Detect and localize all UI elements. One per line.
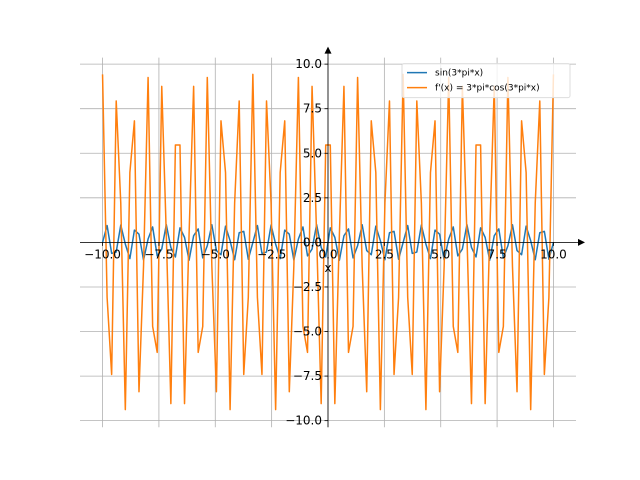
- x-tick-label: −5.0: [201, 247, 230, 261]
- y-tick-label: −7.5: [293, 369, 322, 383]
- y-tick-label: −2.5: [293, 280, 322, 294]
- y-tick-label: 2.5: [303, 191, 322, 205]
- x-tick-label: −10.0: [84, 247, 121, 261]
- x-axis-arrow: [578, 238, 585, 246]
- y-tick-label: 5.0: [303, 146, 322, 160]
- legend-label: f'(x) = 3*pi*cos(3*pi*x): [435, 84, 540, 94]
- legend-box: [401, 63, 571, 99]
- y-tick-label: 7.5: [303, 102, 322, 116]
- x-tick-label: 5.0: [431, 247, 450, 261]
- legend: sin(3*pi*x) f'(x) = 3*pi*cos(3*pi*x): [401, 63, 571, 99]
- x-tick-label: −2.5: [257, 247, 286, 261]
- y-tick-label: −10.0: [285, 414, 322, 428]
- y-tick-label: −5.0: [293, 325, 322, 339]
- x-tick-label: 2.5: [375, 247, 394, 261]
- legend-label: sin(3*pi*x): [435, 69, 483, 79]
- axes: −10.0 −7.5 −5.0 −2.5 0.0 2.5 5.0 7.5 10.0−10.0−7…: [80, 46, 585, 428]
- y-axis-arrow: [324, 46, 332, 54]
- x-axis-label: x: [324, 261, 331, 275]
- x-tick-label: 10.0: [540, 247, 567, 261]
- x-tick-label: 7.5: [488, 247, 507, 261]
- y-tick-label: 10.0: [295, 57, 322, 71]
- x-tick-label: −7.5: [144, 247, 173, 261]
